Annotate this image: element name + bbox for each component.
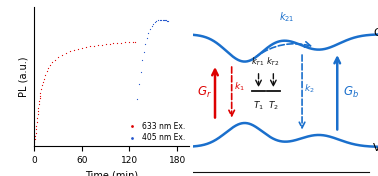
Point [33,128,39,131]
Text: $k_2$: $k_2$ [304,83,314,95]
Text: CB: CB [373,28,378,38]
Point [67,50,73,53]
Text: $G_r$: $G_r$ [197,85,212,100]
Point [34,117,40,120]
Point [44,70,50,72]
Point [45,67,51,69]
Point [37,94,43,97]
Text: $T_1$: $T_1$ [253,99,264,112]
Point [59,54,65,56]
Point [136,83,142,85]
Point [31,141,37,144]
Point [34,120,40,123]
Point [146,32,152,34]
Point [152,21,158,23]
Point [63,52,69,54]
Point [163,19,169,22]
Point [79,47,85,49]
Text: $k_{T1}$: $k_{T1}$ [251,56,264,68]
Text: VB: VB [373,143,378,153]
Point [150,22,156,25]
Point [37,92,43,95]
Point [34,113,40,116]
Point [144,37,150,39]
Point [36,103,42,106]
Point [147,28,153,31]
Point [99,43,105,46]
Point [158,18,164,21]
Point [32,135,38,138]
Point [42,73,48,76]
Text: $G_b$: $G_b$ [343,85,359,100]
Point [36,100,42,103]
Point [55,56,61,59]
Point [139,59,145,62]
Point [118,41,124,44]
Point [156,18,163,21]
Point [33,132,39,134]
Point [75,48,81,50]
Point [94,44,101,47]
Point [37,97,43,100]
Point [130,40,136,43]
Point [115,42,121,45]
Point [162,19,168,22]
Point [160,18,166,21]
Point [102,43,108,46]
Point [134,98,140,100]
Point [40,81,46,84]
Point [126,41,132,44]
Y-axis label: PL (a.u.): PL (a.u.) [19,56,28,97]
Point [149,25,155,28]
Point [71,49,77,52]
Point [164,19,170,22]
Point [32,138,38,141]
Point [40,78,46,80]
Point [141,50,147,53]
Text: $k_{T2}$: $k_{T2}$ [266,56,279,68]
Point [110,42,116,45]
Text: $k_{21}$: $k_{21}$ [279,10,295,24]
Point [49,61,55,64]
Point [161,18,167,21]
Point [122,41,129,44]
Point [138,70,144,73]
Text: $k_1$: $k_1$ [234,81,245,93]
Point [132,40,138,43]
Point [155,19,161,21]
Point [87,45,93,48]
Point [36,106,42,109]
Point [35,109,41,112]
Text: $T_2$: $T_2$ [268,99,279,112]
Point [38,88,44,90]
Point [107,42,113,45]
Point [47,64,53,67]
Point [91,44,97,47]
X-axis label: Time (min): Time (min) [85,170,138,176]
Point [52,58,58,61]
Legend: 633 nm Ex., 405 nm Ex.: 633 nm Ex., 405 nm Ex. [124,122,185,142]
Point [33,124,39,127]
Point [142,43,148,46]
Point [153,19,160,22]
Point [39,84,45,87]
Point [83,46,89,49]
Point [164,20,170,22]
